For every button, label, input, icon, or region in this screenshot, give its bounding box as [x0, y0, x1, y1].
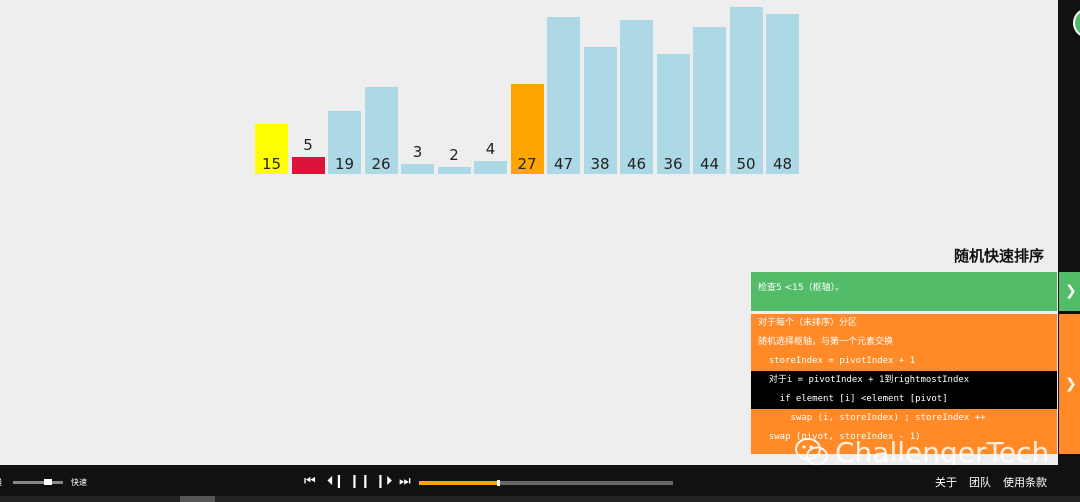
- code-line: 对于每个（未排序）分区: [758, 318, 858, 328]
- bar-value-label: 47: [553, 155, 574, 173]
- bar: [729, 7, 763, 174]
- bar-value-label: 15: [261, 155, 282, 173]
- speed-slider-handle[interactable]: [44, 479, 52, 485]
- code-line: swap (i, storeIndex) ; storeIndex ++: [758, 413, 986, 423]
- bar: [510, 83, 544, 174]
- sorting-visualization: 15 5 19 26 3 2 4 27 47 38 46 36 44 50 48: [255, 7, 799, 174]
- pseudocode-panel-toggle[interactable]: ❯: [1059, 314, 1080, 454]
- first-icon[interactable]: ⏮: [304, 474, 316, 489]
- about-link[interactable]: 关于: [935, 476, 957, 489]
- horizontal-scrollbar[interactable]: [0, 496, 1080, 502]
- progress-handle[interactable]: [496, 480, 500, 486]
- speed-slider[interactable]: [13, 481, 63, 484]
- bar: [474, 160, 507, 174]
- bar: [620, 20, 653, 174]
- scrollbar-thumb[interactable]: [180, 496, 215, 502]
- bar: [766, 13, 799, 174]
- code-line: 随机选择枢轴，与第一个元素交换: [758, 337, 894, 347]
- bar: [437, 167, 471, 174]
- bar: [401, 163, 434, 174]
- slow-label: 慢: [0, 477, 2, 488]
- team-link[interactable]: 团队: [969, 476, 991, 489]
- bar-value-label: 5: [303, 136, 313, 155]
- algorithm-title: 随机快速排序: [953, 247, 1044, 265]
- bar-value-label: 36: [663, 155, 683, 173]
- bar: [255, 123, 288, 174]
- bar-value-label: 44: [699, 155, 720, 173]
- bar: [656, 53, 690, 174]
- fast-label: 快速: [71, 478, 87, 487]
- bar: [328, 110, 361, 174]
- bar: [364, 87, 398, 174]
- bar: [693, 27, 726, 174]
- bar-value-label: 50: [736, 155, 756, 173]
- bar-value-label: 46: [626, 155, 647, 173]
- status-text: 检查5 <15（枢轴）。: [758, 283, 845, 293]
- bar: [547, 17, 580, 174]
- chevron-right-icon: ❯: [1065, 376, 1077, 392]
- bar-value-label: 48: [772, 155, 793, 173]
- chevron-right-icon: ❯: [1065, 283, 1077, 299]
- pause-icon[interactable]: ❙❙: [349, 474, 371, 489]
- progress-bar[interactable]: [419, 480, 673, 486]
- previous-icon[interactable]: ⏴❙: [327, 474, 345, 489]
- watermark: ChallengerTech: [795, 434, 1049, 470]
- wechat-icon: [795, 438, 828, 466]
- watermark-text: ChallengerTech: [835, 435, 1050, 469]
- code-line: if element [i] <element [pivot]: [751, 390, 1057, 409]
- terms-link[interactable]: 使用条款: [1003, 476, 1047, 489]
- status-panel-toggle[interactable]: ❯: [1059, 272, 1080, 311]
- bar-value-label: 4: [485, 139, 496, 158]
- next-icon[interactable]: ❙⏵: [375, 474, 393, 489]
- pseudocode-panel: 对于每个（未排序）分区随机选择枢轴，与第一个元素交换 storeIndex = …: [751, 314, 1057, 454]
- last-icon[interactable]: ⏭: [399, 474, 411, 489]
- bar-value-label: 3: [412, 142, 423, 161]
- bar-value-label: 2: [449, 146, 459, 165]
- code-line: swap (pivot, storeIndex - 1): [758, 432, 921, 442]
- bar-value-label: 27: [517, 155, 537, 173]
- bar: [583, 47, 617, 174]
- bar-value-label: 19: [334, 155, 355, 173]
- control-bar: 慢 快速 ⏮ ⏴❙ ❙❙ ❙⏵ ⏭ 关于 团队 使用条款: [0, 465, 1080, 502]
- code-line: 对于i = pivotIndex + 1到rightmostIndex: [751, 371, 1057, 390]
- status-panel: 检查5 <15（枢轴）。: [751, 272, 1057, 311]
- bar-value-label: 26: [371, 155, 391, 173]
- bar-value-label: 38: [590, 155, 610, 173]
- code-line: storeIndex = pivotIndex + 1: [758, 356, 916, 366]
- bar: [291, 157, 325, 174]
- progress-fill: [419, 481, 498, 485]
